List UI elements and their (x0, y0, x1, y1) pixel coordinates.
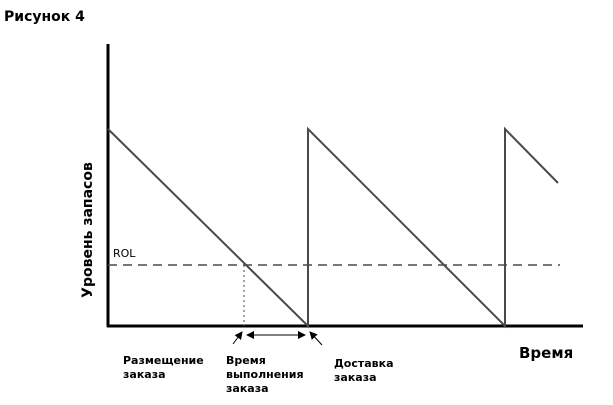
rol-label: ROL (113, 247, 136, 260)
order-placement-annotation: Размещение заказа (123, 354, 204, 382)
order-delivery-line-1: Доставка (334, 357, 394, 370)
order-delivery-arrow (309, 331, 323, 346)
order-placement-line-2: заказа (123, 368, 166, 381)
figure-title: Рисунок 4 (4, 9, 85, 25)
order-placement-line-1: Размещение (123, 354, 204, 367)
order-delivery-line-2: заказа (334, 371, 377, 384)
inventory-level-line (107, 126, 559, 329)
lead-time-annotation: Время выполнения заказа (226, 354, 304, 396)
x-axis-label: Время (519, 344, 574, 362)
lead-time-line-1: Время (226, 354, 266, 367)
order-delivery-annotation: Доставка заказа (334, 357, 394, 385)
order-placement-arrow (232, 331, 243, 345)
lead-time-line-3: заказа (226, 382, 269, 395)
lead-time-line-2: выполнения (226, 368, 304, 381)
